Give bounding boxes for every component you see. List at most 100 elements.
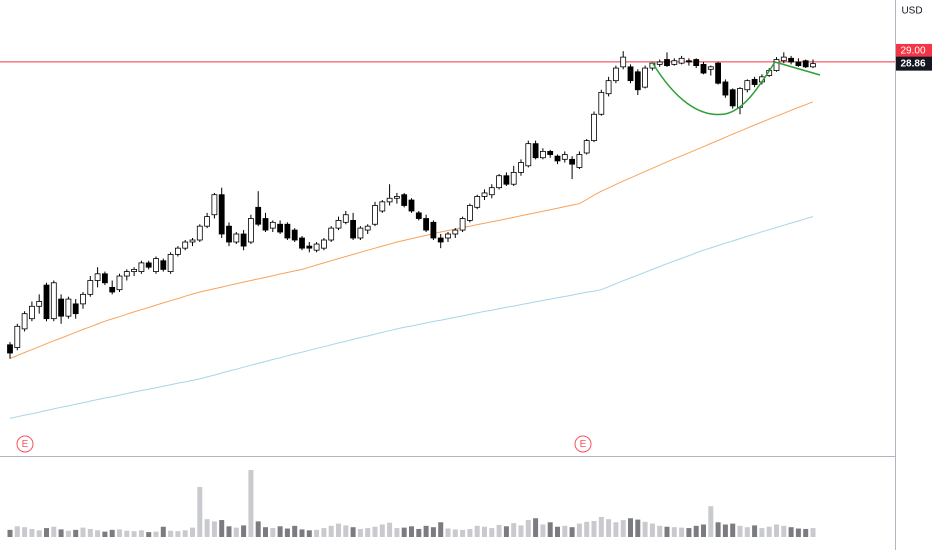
volume-bar [277,526,283,537]
volume-bar [664,526,670,537]
earnings-marker [574,435,592,453]
volume-bar [547,522,553,537]
candle-body [182,241,189,249]
candle-body [773,59,780,71]
candle-body [393,196,400,199]
volume-bar [606,519,612,537]
candle-body [372,205,378,225]
candle-body [299,237,305,249]
candle-body [613,67,619,82]
candle-body [744,80,751,91]
candle-body [452,229,459,235]
candle-body [21,313,28,330]
volume-bar [620,520,626,537]
volume-bar [795,528,801,537]
volume-bar [51,526,57,537]
candle-body [167,253,174,272]
volume-bar [810,528,816,537]
candle-body [350,220,357,239]
volume-bar [357,528,363,537]
candle-body [459,218,466,231]
candle-body [36,301,43,307]
candle-body [605,80,612,95]
volume-bar [284,528,290,537]
volume-bar [496,524,502,537]
candle-body [94,273,101,281]
candle-body [561,154,568,160]
volume-bar [576,523,582,537]
candle-body [218,194,225,235]
currency-label: USD [901,6,922,17]
volume-bar [22,527,28,537]
earnings-marker [16,435,34,453]
candle-body [620,56,627,68]
volume-bar [314,529,320,537]
volume-bar [387,522,393,537]
volume-bar [409,526,414,537]
candle-body [50,282,57,320]
candle-body [160,260,167,270]
candle-body [430,221,437,239]
moving-average-line [9,101,814,360]
earnings-label: E [580,439,587,450]
candle-body [540,151,546,159]
volume-bar [365,528,371,537]
volume-bar [781,525,787,537]
volume-bar [584,521,590,537]
candle-body [518,162,524,173]
volume-bar [445,528,451,537]
candle-body [153,258,159,272]
volume-bar [511,523,517,537]
volume-bar [693,525,699,537]
volume-bar [635,519,641,537]
candle-body [43,284,50,320]
candle-body [591,113,597,142]
volume-bar [343,525,349,537]
last-price-label: 28.86 [900,58,925,69]
candle-body [116,275,123,291]
candle-body [189,239,196,243]
volume-bar [503,526,509,537]
volume-bar [336,523,341,537]
candle-body [583,140,590,154]
volume-bar [737,525,743,537]
candle-body [320,239,327,249]
volume-bar [642,521,648,537]
candle-body [255,206,262,225]
volume-bar [679,527,685,537]
volume-bar [569,527,575,537]
volume-bar [803,528,809,537]
last-price-box [896,56,932,71]
candle-body [102,273,108,284]
volume-bar [372,526,378,537]
volume-bar [562,525,568,537]
candle-body [342,214,349,223]
volume-bar [416,528,422,537]
volume-bar [109,529,115,537]
volume-bar [598,516,604,537]
volume-bar [65,530,71,537]
candle-body [678,57,685,64]
volume-bar [190,527,195,537]
volume-bar [350,527,356,537]
candle-body [576,154,583,168]
candle-body [569,158,575,165]
volume-bar [686,528,692,537]
volume-bar [299,529,305,537]
candle-body [138,262,145,272]
candle-body [693,59,700,67]
volume-bar [263,527,268,537]
candle-body [131,268,138,272]
volume-bar [36,530,42,537]
volume-bar [233,527,239,537]
volume-bar [613,522,619,537]
volume-bar [649,523,655,537]
candle-body [87,280,94,295]
candle-body [802,60,809,68]
volume-bar [394,528,400,537]
volume-bar [708,506,714,537]
candle-body [364,225,371,231]
volume-bar [489,528,495,537]
